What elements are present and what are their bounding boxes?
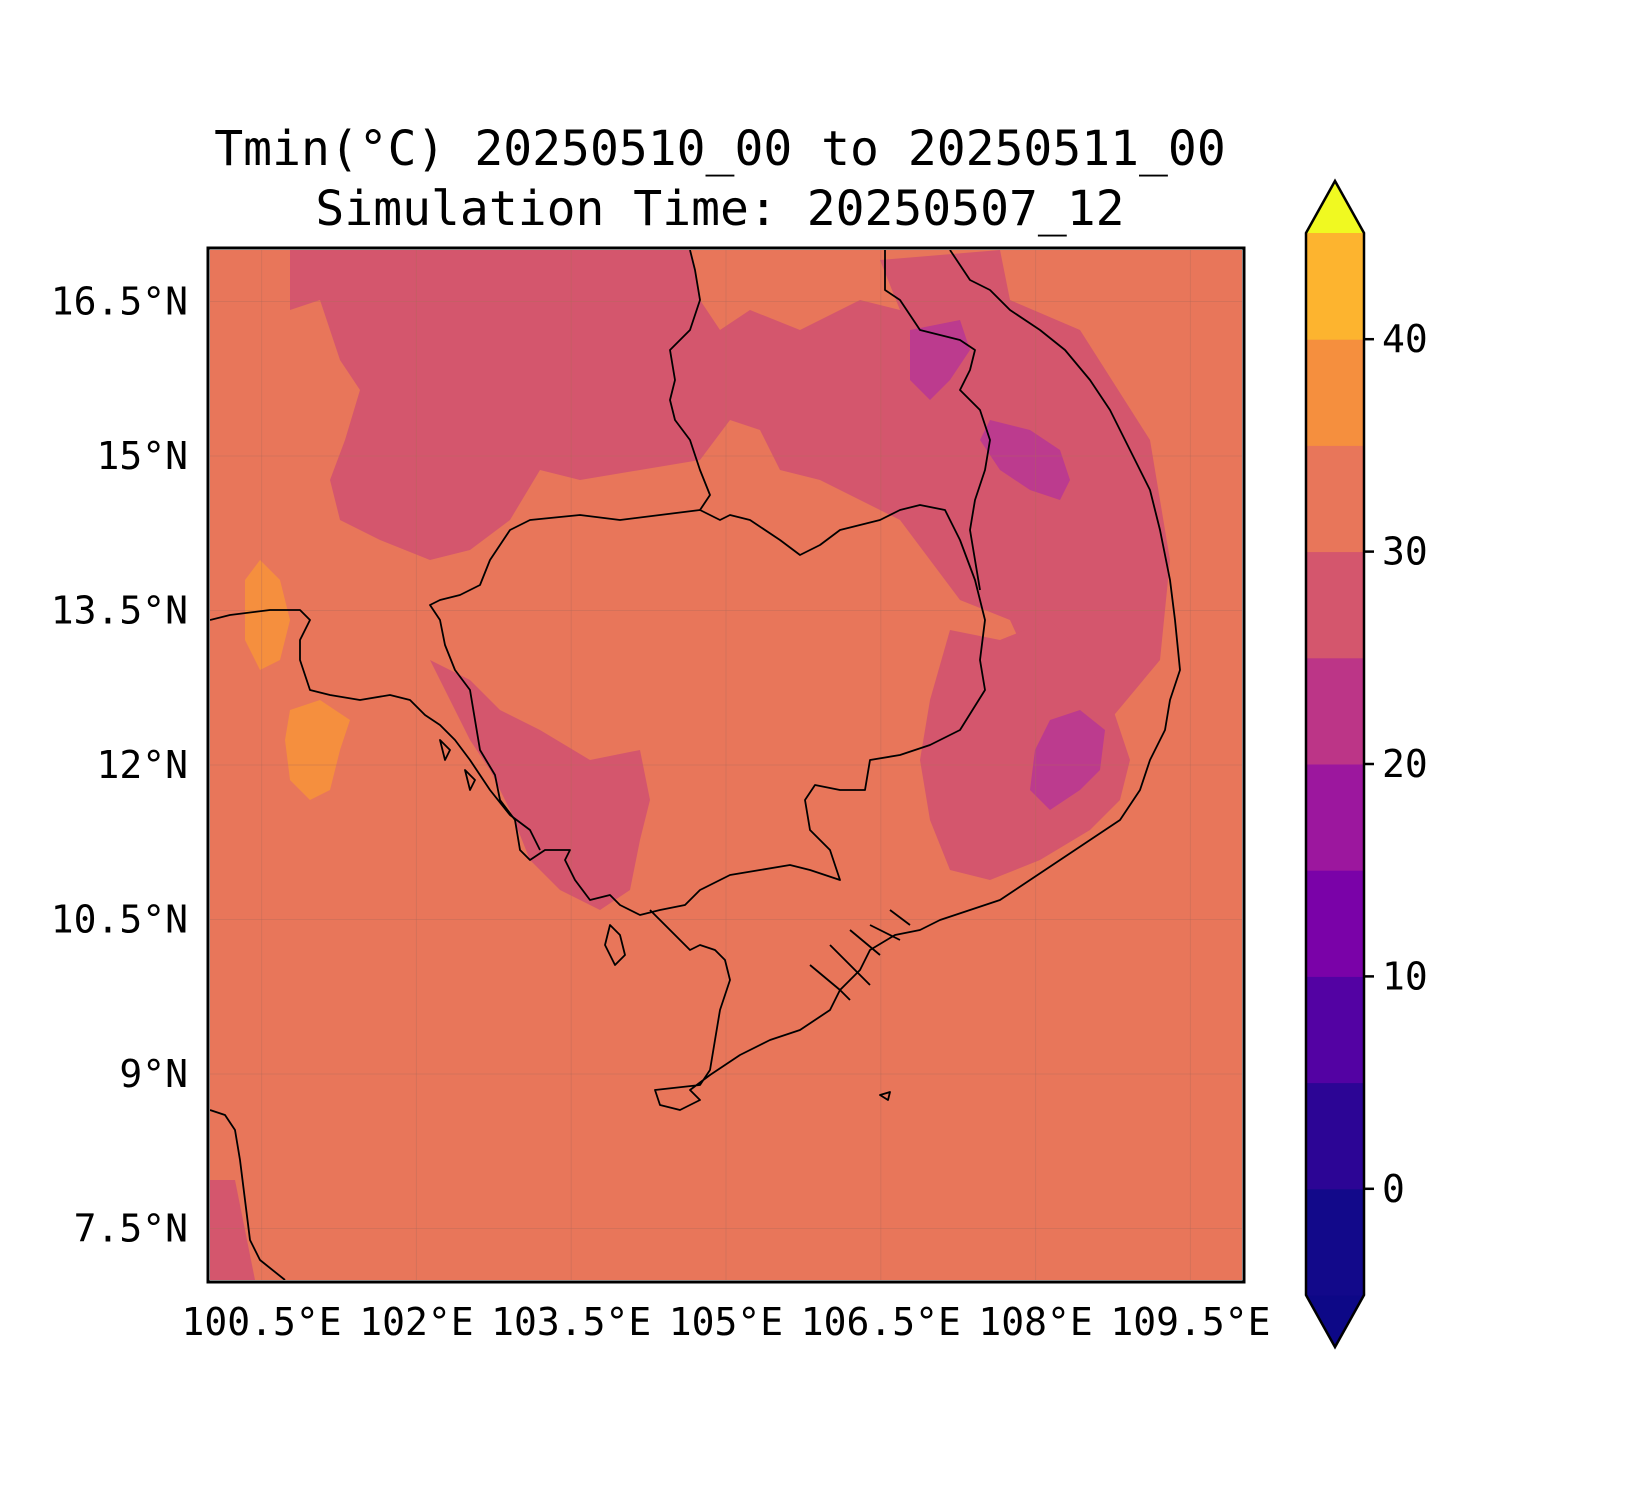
colorbar-over-triangle: [1306, 181, 1364, 233]
koh-kong-islands: [439, 739, 476, 791]
phu-quoc-island: [604, 924, 626, 966]
map-area: [210, 250, 1242, 1280]
thailand-coast: [210, 609, 541, 851]
colorbar-band: [1306, 233, 1364, 340]
laos-vietnam-border: [884, 250, 991, 591]
y-tick-label: 16.5°N: [51, 280, 188, 324]
chart-title-line-1: Tmin(°C) 20250510_00 to 20250511_00: [214, 121, 1226, 177]
x-tick-label: 105°E: [669, 1300, 783, 1344]
x-tick-label: 108°E: [978, 1300, 1092, 1344]
coolest-zone-north-plateau: [910, 320, 970, 400]
cambodia-border: [429, 504, 986, 916]
hot-zone-gulf-north: [245, 560, 290, 670]
x-tick-label: 100.5°E: [182, 1300, 342, 1344]
cool-zone-southwest-cambodia: [430, 660, 650, 910]
colorbar-tick-label: 40: [1382, 317, 1428, 361]
mekong-delta-islands: [809, 909, 911, 1001]
x-tick-label: 103.5°E: [491, 1300, 651, 1344]
chart-title-line-2: Simulation Time: 20250507_12: [315, 181, 1125, 237]
thailand-laos-border: [669, 250, 711, 511]
colorbar-band: [1306, 870, 1364, 977]
y-tick-label: 7.5°N: [74, 1207, 188, 1251]
colorbar-band: [1306, 1188, 1364, 1296]
x-tick-label: 106.5°E: [801, 1300, 961, 1344]
hot-zone-gulf-south: [285, 700, 350, 800]
y-tick-label: 13.5°N: [51, 589, 188, 633]
colorbar-under-triangle: [1306, 1295, 1364, 1347]
colorbar-band: [1306, 976, 1364, 1084]
colorbar-tick-label: 30: [1382, 530, 1428, 574]
con-dao-island: [879, 1091, 891, 1101]
colorbar-band: [1306, 339, 1364, 446]
x-tick-label: 102°E: [359, 1300, 473, 1344]
x-tick-label: 109.5°E: [1110, 1300, 1270, 1344]
map-frame: [206, 246, 1246, 1284]
y-tick-label: 10.5°N: [51, 898, 188, 942]
gridlines: [210, 250, 1242, 1280]
y-tick-label: 9°N: [119, 1052, 188, 1096]
colorbar-outline: [1304, 178, 1366, 1350]
coastlines-and-borders: [210, 250, 1181, 1280]
colorbar-tick-label: 0: [1382, 1167, 1405, 1211]
colorbar-band: [1306, 1082, 1364, 1190]
cool-zone-east: [920, 620, 1130, 880]
y-tick-label: 12°N: [96, 743, 188, 787]
vietnam-coast: [649, 250, 1181, 1111]
colorbar-band: [1306, 764, 1364, 871]
colorbar-band: [1306, 551, 1364, 659]
x-axis: 100.5°E 102°E 103.5°E 105°E 106.5°E 108°E 109.…: [182, 1300, 1271, 1344]
colorbar-band: [1306, 445, 1364, 553]
colorbar-tick-label: 10: [1382, 954, 1428, 998]
y-tick-label: 15°N: [96, 434, 188, 478]
coolest-zone-north-laos: [980, 420, 1070, 500]
colorbar: 0 10 20 30 40: [1304, 178, 1428, 1350]
coolest-zone-central-highlands: [1030, 710, 1105, 810]
malay-peninsula-coast: [210, 1109, 286, 1280]
cool-zone-far-southwest: [210, 1180, 255, 1280]
colorbar-band: [1306, 657, 1364, 765]
y-axis: 16.5°N 15°N 13.5°N 12°N 10.5°N 9°N 7.5°N: [51, 280, 188, 1251]
colorbar-tick-label: 20: [1382, 742, 1428, 786]
